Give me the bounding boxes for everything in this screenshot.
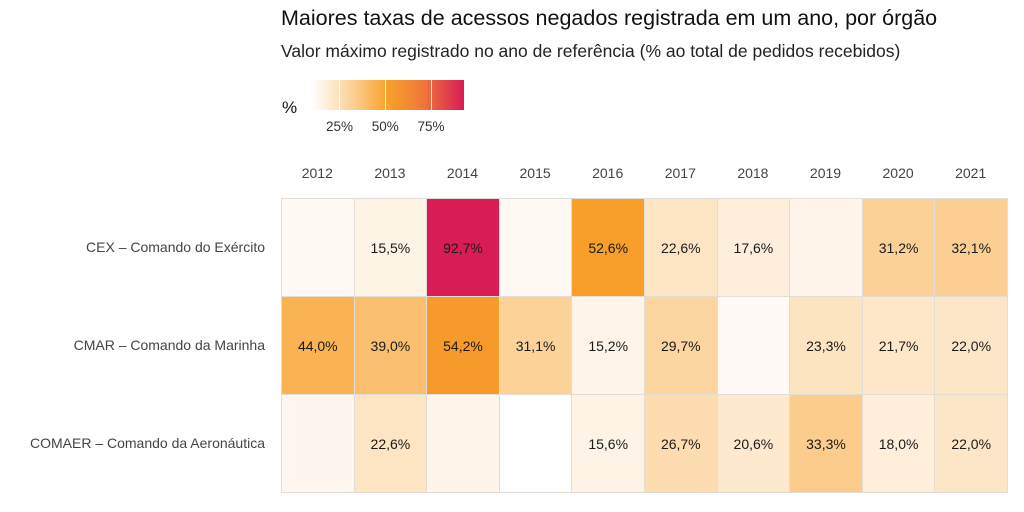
heatmap-cell: 20,6%	[716, 394, 791, 493]
cell-value-label: 22,0%	[951, 435, 992, 452]
heatmap-cell	[498, 394, 573, 493]
legend-tick-mark	[385, 80, 387, 110]
cell-value-label: 22,6%	[370, 435, 411, 452]
heatmap-cell: 15,6%	[571, 394, 645, 493]
heatmap-cell: 22,0%	[934, 296, 1008, 395]
legend-tick-label: 50%	[371, 119, 399, 134]
legend-tick-label: 75%	[417, 119, 445, 134]
legend-tick-mark	[431, 80, 433, 110]
heatmap-cell	[498, 198, 573, 297]
heatmap-cell: 31,1%	[498, 296, 573, 395]
heatmap-cell: 33,3%	[789, 394, 863, 493]
heatmap-cell: 26,7%	[644, 394, 718, 493]
heatmap-cell: 22,6%	[353, 394, 428, 493]
heatmap-cell	[281, 198, 355, 297]
legend-color-bar	[312, 80, 464, 110]
cell-value-label: 31,1%	[515, 337, 556, 354]
heatmap-cell	[426, 394, 500, 493]
x-tick-label: 2016	[592, 165, 624, 181]
x-tick-label: 2019	[809, 165, 842, 181]
cell-value-label: 52,6%	[588, 239, 629, 256]
chart-subtitle: Valor máximo registrado no ano de referê…	[281, 41, 901, 61]
y-tick-label: CMAR – Comando da Marinha	[73, 337, 265, 353]
heatmap-cell: 31,2%	[861, 198, 936, 297]
heatmap-cell: 52,6%	[571, 198, 645, 297]
cell-value-label: 33,3%	[806, 435, 846, 452]
cell-value-label: 15,2%	[588, 337, 629, 354]
legend-tick-mark	[339, 80, 341, 110]
x-tick-label: 2020	[882, 165, 914, 181]
heatmap-cell: 15,2%	[571, 296, 645, 395]
heatmap-cell: 21,7%	[861, 296, 936, 395]
cell-value-label: 18,0%	[878, 435, 919, 452]
heatmap-cell: 44,0%	[281, 296, 355, 395]
x-tick-label: 2012	[301, 165, 333, 181]
heatmap-cell: 92,7%	[426, 198, 500, 297]
heatmap-cell: 54,2%	[426, 296, 500, 395]
x-tick-label: 2018	[737, 165, 769, 181]
heatmap-cell: 39,0%	[353, 296, 428, 395]
cell-value-label: 21,7%	[878, 337, 919, 354]
cell-value-label: 20,6%	[733, 435, 774, 452]
heatmap-cell	[789, 198, 863, 297]
cell-value-label: 54,2%	[443, 337, 483, 354]
x-tick-label: 2013	[374, 165, 406, 181]
cell-value-label: 15,5%	[370, 239, 411, 256]
chart-title: Maiores taxas de acessos negados registr…	[281, 6, 938, 30]
y-tick-label: COMAER – Comando da Aeronáutica	[29, 435, 265, 451]
heatmap-cell	[281, 394, 355, 493]
legend-tick-label: 25%	[325, 119, 353, 134]
cell-value-label: 22,6%	[660, 239, 701, 256]
cell-value-label: 23,3%	[806, 337, 846, 354]
cell-value-label: 32,1%	[951, 239, 992, 256]
heatmap-cell: 17,6%	[716, 198, 791, 297]
x-tick-label: 2014	[446, 165, 479, 181]
cell-value-label: 44,0%	[297, 337, 338, 354]
heatmap-cell: 22,6%	[644, 198, 718, 297]
heatmap-cell: 23,3%	[789, 296, 863, 395]
heatmap-cell: 32,1%	[934, 198, 1008, 297]
cell-value-label: 29,7%	[660, 337, 701, 354]
heatmap-cell: 18,0%	[861, 394, 936, 493]
cell-value-label: 39,0%	[370, 337, 411, 354]
cell-value-label: 15,6%	[588, 435, 629, 452]
cell-value-label: 17,6%	[733, 239, 774, 256]
heatmap-cell: 15,5%	[353, 198, 428, 297]
heatmap-cell	[716, 296, 791, 395]
legend-title: %	[282, 98, 298, 117]
y-tick-label: CEX – Comando do Exército	[86, 239, 265, 255]
cell-value-label: 92,7%	[443, 239, 483, 256]
heatmap-cell: 29,7%	[644, 296, 718, 395]
heatmap-cell: 22,0%	[934, 394, 1008, 493]
x-tick-label: 2015	[519, 165, 551, 181]
x-tick-label: 2017	[664, 165, 696, 181]
cell-value-label: 26,7%	[660, 435, 701, 452]
cell-value-label: 22,0%	[951, 337, 992, 354]
x-tick-label: 2021	[955, 165, 987, 181]
cell-value-label: 31,2%	[878, 239, 919, 256]
